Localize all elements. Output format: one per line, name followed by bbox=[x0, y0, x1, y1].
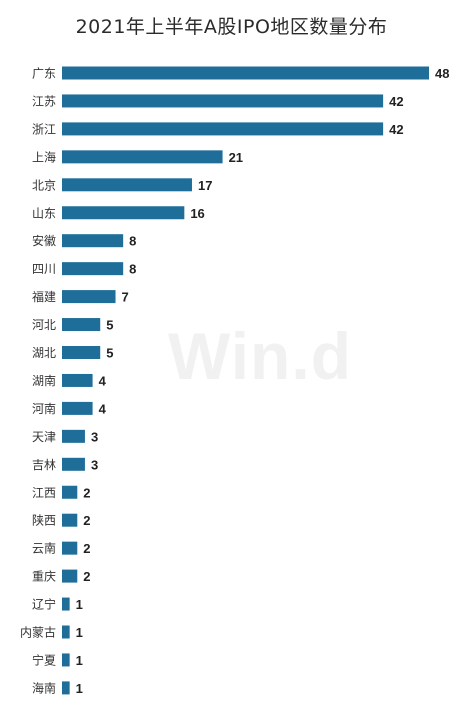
value-label: 1 bbox=[76, 625, 83, 640]
category-label: 宁夏 bbox=[32, 652, 56, 667]
value-label: 2 bbox=[83, 569, 90, 584]
bar bbox=[62, 318, 101, 332]
category-label: 重庆 bbox=[32, 570, 56, 584]
bar bbox=[62, 429, 85, 443]
category-label: 安徽 bbox=[32, 233, 56, 248]
value-label: 1 bbox=[76, 681, 83, 696]
value-label: 3 bbox=[91, 457, 98, 472]
bar bbox=[62, 457, 85, 471]
category-label: 福建 bbox=[32, 289, 56, 304]
category-label: 辽宁 bbox=[32, 597, 56, 612]
category-label: 浙江 bbox=[32, 122, 56, 136]
category-label: 上海 bbox=[32, 149, 56, 164]
value-label: 42 bbox=[389, 94, 403, 109]
value-label: 42 bbox=[389, 122, 403, 137]
category-label: 广东 bbox=[32, 67, 56, 81]
value-label: 1 bbox=[76, 653, 83, 668]
category-label: 山东 bbox=[32, 206, 56, 220]
bar bbox=[62, 653, 70, 667]
category-label: 河北 bbox=[32, 318, 56, 332]
bar bbox=[62, 569, 78, 583]
bar bbox=[62, 206, 185, 220]
category-label: 吉林 bbox=[32, 458, 56, 472]
bar bbox=[62, 597, 70, 611]
value-label: 2 bbox=[83, 485, 90, 500]
value-label: 3 bbox=[91, 429, 98, 444]
bar bbox=[62, 373, 93, 387]
bar bbox=[62, 262, 124, 276]
bar bbox=[62, 401, 93, 415]
category-label: 陕西 bbox=[32, 513, 56, 528]
category-label: 江苏 bbox=[32, 94, 56, 108]
chart-title: 2021年上半年A股IPO地区数量分布 bbox=[75, 16, 388, 38]
value-label: 7 bbox=[122, 290, 129, 305]
bar bbox=[62, 513, 78, 527]
value-label: 2 bbox=[83, 513, 90, 528]
bar bbox=[62, 150, 223, 164]
category-label: 湖南 bbox=[32, 373, 56, 388]
value-label: 4 bbox=[99, 401, 107, 416]
category-label: 河南 bbox=[32, 401, 56, 416]
bar bbox=[62, 625, 70, 639]
bar bbox=[62, 346, 101, 359]
category-label: 内蒙古 bbox=[20, 625, 56, 640]
category-label: 四川 bbox=[32, 262, 56, 276]
watermark: Win.d bbox=[168, 319, 353, 393]
value-label: 8 bbox=[129, 234, 136, 249]
value-label: 8 bbox=[129, 262, 136, 277]
bar bbox=[62, 234, 124, 248]
category-label: 云南 bbox=[32, 541, 56, 556]
value-label: 48 bbox=[435, 66, 449, 81]
bar bbox=[62, 94, 384, 108]
category-label: 天津 bbox=[32, 430, 56, 444]
value-label: 17 bbox=[198, 178, 212, 193]
value-label: 2 bbox=[83, 541, 90, 556]
category-label: 海南 bbox=[32, 680, 56, 695]
bar bbox=[62, 681, 70, 695]
bar bbox=[62, 290, 116, 304]
value-label: 4 bbox=[99, 373, 107, 388]
value-label: 16 bbox=[190, 206, 204, 221]
bar bbox=[62, 178, 192, 192]
bar bbox=[62, 541, 78, 555]
bar bbox=[62, 485, 78, 499]
value-label: 5 bbox=[106, 318, 113, 333]
value-label: 1 bbox=[76, 597, 83, 612]
value-label: 5 bbox=[106, 346, 113, 361]
category-label: 湖北 bbox=[32, 345, 56, 360]
value-label: 21 bbox=[229, 150, 243, 165]
category-label: 江西 bbox=[32, 486, 56, 500]
bar bbox=[62, 122, 384, 136]
category-label: 北京 bbox=[32, 178, 56, 192]
bar bbox=[62, 66, 429, 80]
